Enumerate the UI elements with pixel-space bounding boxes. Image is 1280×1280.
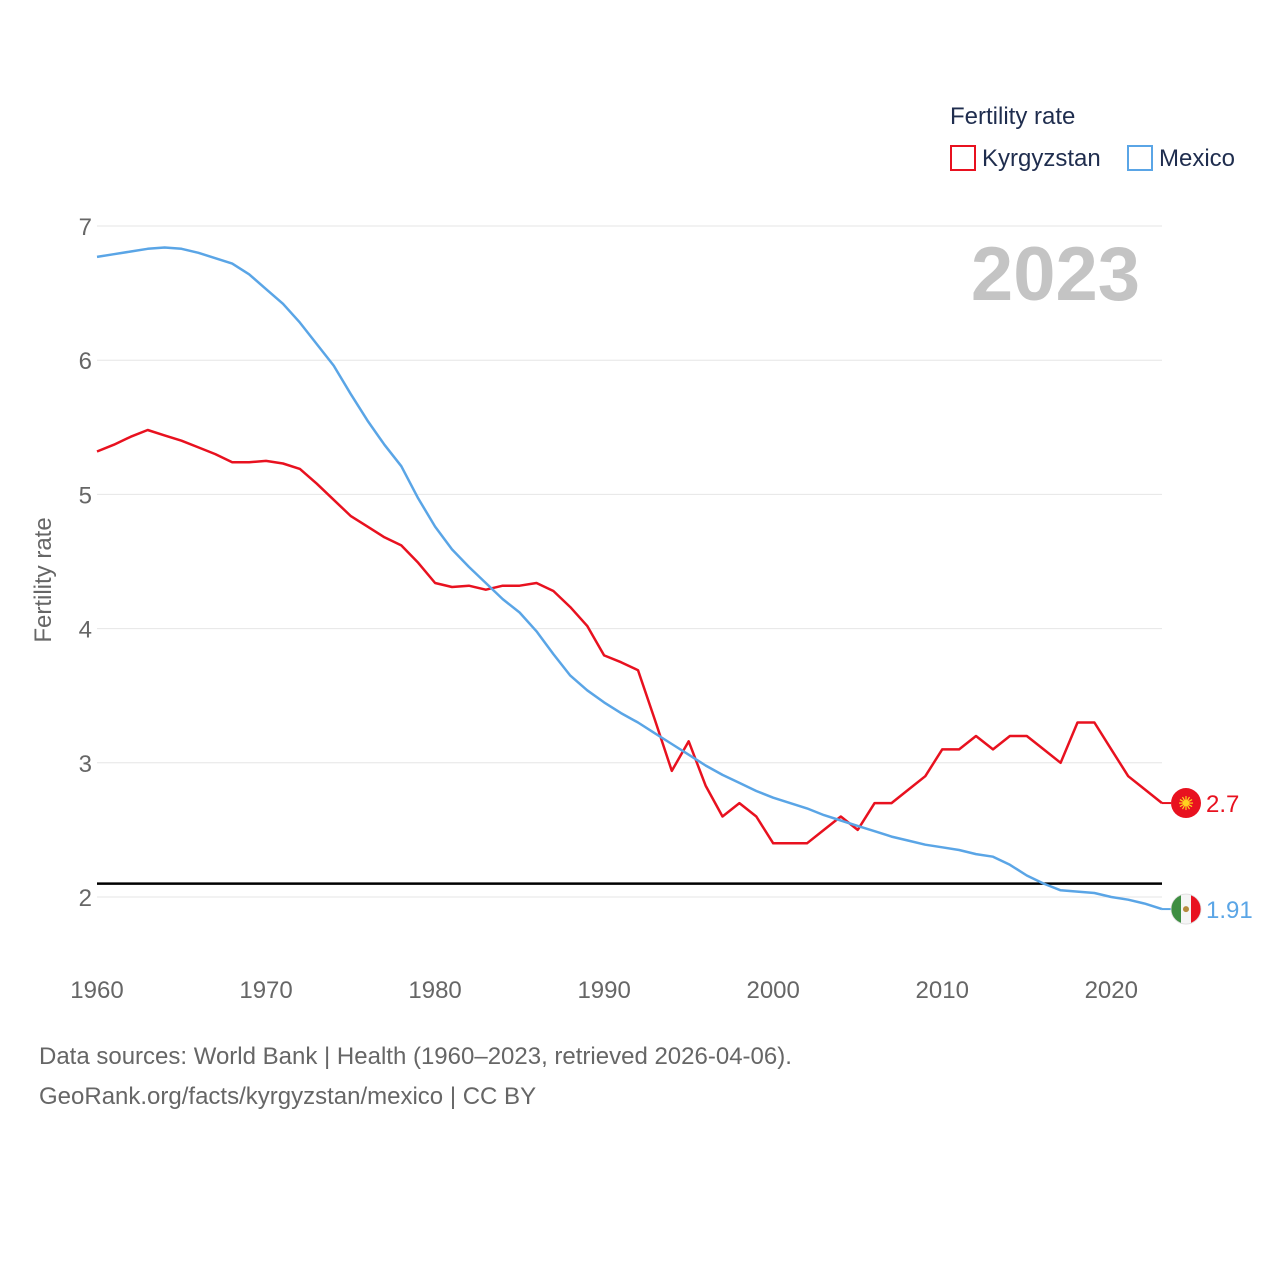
- x-axis-ticks: 1960 1970 1980 1990 2000 2010 2020: [70, 977, 1138, 1004]
- legend-label-mexico[interactable]: Mexico: [1159, 145, 1235, 172]
- legend-swatch-kyrgyzstan[interactable]: [950, 145, 976, 171]
- y-axis-ticks: 2 3 4 5 6 7: [79, 214, 92, 912]
- x-tick-label: 2020: [1085, 977, 1138, 1004]
- legend-swatch-mexico[interactable]: [1127, 145, 1153, 171]
- gridlines: [97, 225, 1162, 898]
- mexico-flag-icon: [1170, 893, 1202, 925]
- y-tick-label: 3: [79, 751, 92, 778]
- y-tick-label: 4: [79, 617, 92, 644]
- legend-label-kyrgyzstan[interactable]: Kyrgyzstan: [982, 145, 1101, 172]
- x-tick-label: 2000: [746, 977, 799, 1004]
- series-line-mexico[interactable]: [96, 246, 1163, 911]
- x-tick-label: 1960: [70, 977, 123, 1004]
- y-axis-title: Fertility rate: [30, 517, 57, 642]
- series-lines: [96, 246, 1163, 911]
- source-line-2[interactable]: GeoRank.org/facts/kyrgyzstan/mexico | CC…: [39, 1083, 537, 1110]
- y-tick-label: 7: [79, 214, 92, 241]
- x-tick-label: 1990: [577, 977, 630, 1004]
- y-tick-label: 2: [79, 885, 92, 912]
- year-label: 2023: [971, 232, 1140, 317]
- series-end-markers: 2.7 1.91: [1162, 788, 1253, 925]
- x-tick-label: 2010: [916, 977, 969, 1004]
- kyrgyzstan-flag-icon: [1171, 788, 1201, 819]
- y-tick-label: 5: [79, 482, 92, 509]
- x-tick-label: 1980: [408, 977, 461, 1004]
- legend: Fertility rate Kyrgyzstan Mexico: [950, 103, 1235, 172]
- end-value-label-kyrgyzstan: 2.7: [1206, 791, 1239, 818]
- y-tick-label: 6: [79, 348, 92, 375]
- legend-title: Fertility rate: [950, 103, 1075, 130]
- source-line-1: Data sources: World Bank | Health (1960–…: [39, 1043, 792, 1070]
- series-line-kyrgyzstan[interactable]: [96, 428, 1163, 845]
- end-value-label-mexico: 1.91: [1206, 897, 1253, 924]
- x-tick-label: 1970: [239, 977, 292, 1004]
